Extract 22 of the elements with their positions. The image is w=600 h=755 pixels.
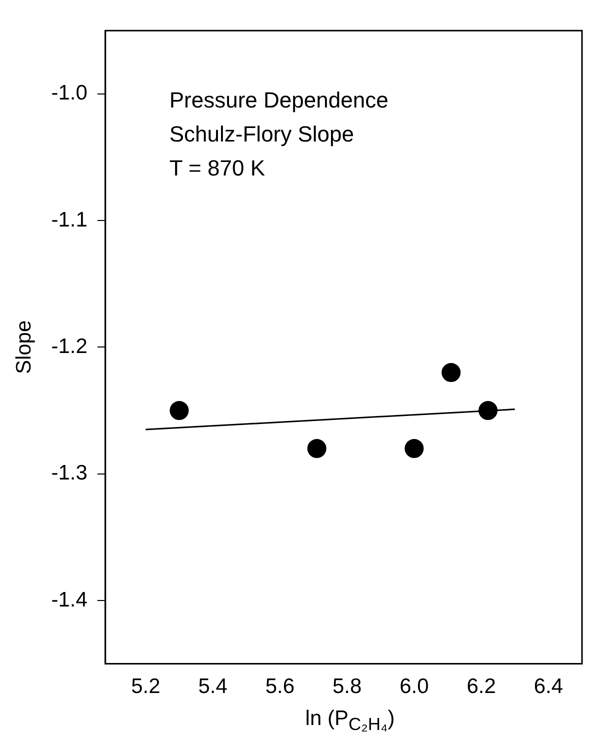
annotation: T = 870 K [169,156,266,181]
point [170,401,189,420]
x-axis-title: ln (P$_{C₂H₄}$) [304,707,396,736]
x-tick-label: 5.8 [332,675,362,698]
x-tick-label: 6.4 [534,675,564,698]
point [442,363,461,382]
x-tick-label: 5.2 [131,675,160,698]
y-tick-label: -1.3 [51,462,88,485]
y-tick-label: -1.0 [51,82,88,105]
y-tick-label: -1.4 [51,588,88,612]
point [404,439,424,458]
x-tick-label: 6.0 [400,675,429,698]
point [307,439,326,458]
y-tick-label: -1.2 [51,334,88,358]
annotation: Schulz-Flory Slope [169,122,354,147]
annotation: Pressure Dependence [169,88,388,113]
x-tick-label: 6.2 [466,675,496,698]
y-axis-title: Slope [12,320,36,374]
x-tick-label: 5.6 [265,675,295,698]
x-tick-label: 5.4 [198,675,228,698]
point [478,401,498,420]
y-tick-label: -1.1 [51,208,88,232]
